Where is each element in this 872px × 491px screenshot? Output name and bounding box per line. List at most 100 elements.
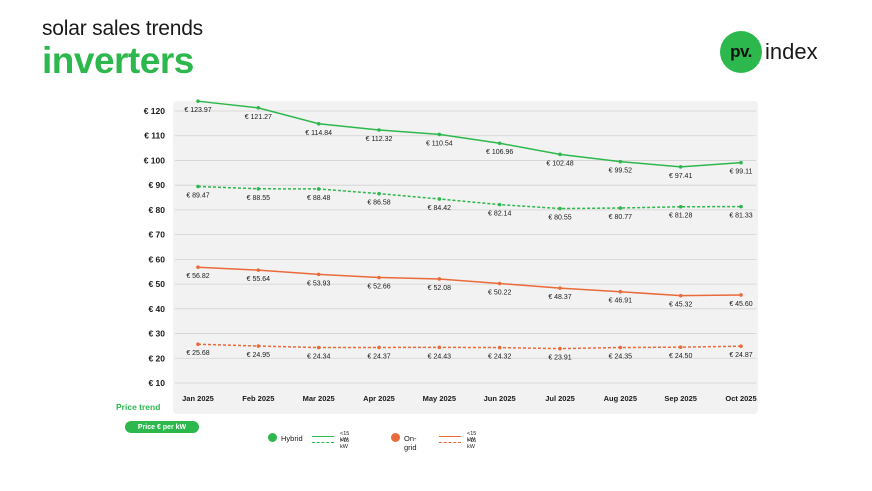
series-0: € 123.97 € 121.27 € 114.84 € 112.32 € 110.54… [184, 99, 753, 180]
data-point [437, 132, 442, 137]
x-tick-label: Sep 2025 [664, 394, 697, 403]
data-point [618, 159, 623, 164]
data-point [196, 99, 200, 103]
data-label: € 106.96 [486, 149, 513, 156]
data-label: € 24.87 [729, 352, 752, 359]
data-label: € 56.82 [186, 273, 209, 280]
data-point [437, 277, 442, 281]
series-3: € 25.68 € 24.95 € 24.34 € 24.37 € 24.43 € 24.… [186, 342, 753, 362]
data-label: € 24.95 [247, 352, 270, 359]
data-label: € 24.35 [609, 354, 632, 361]
data-label: € 89.47 [186, 192, 209, 199]
data-point [437, 345, 442, 350]
data-point [437, 197, 442, 201]
y-tick-label: € 110 [144, 131, 165, 141]
data-point [678, 165, 683, 169]
series-2: € 56.82 € 55.64 € 53.93 € 52.66 € 52.08 € 50.… [186, 265, 753, 309]
x-tick-label: Jul 2025 [545, 394, 575, 403]
data-label: € 81.28 [669, 213, 692, 220]
y-axis-ticks: € 10 € 20 € 30 € 40 € 50 € 60 € 70 € 80 € 90 € 10… [144, 106, 166, 388]
brand-logo: pv. index [720, 31, 818, 73]
series-line [197, 185, 742, 210]
series-line [197, 100, 742, 168]
unit-badge: Price € per kW [125, 421, 199, 433]
y-tick-label: € 70 [148, 230, 165, 240]
y-tick-label: € 10 [148, 378, 165, 388]
x-tick-label: Feb 2025 [242, 394, 274, 403]
data-label: € 46.91 [609, 298, 632, 305]
data-point [558, 152, 562, 157]
y-tick-label: € 50 [148, 279, 165, 289]
data-point [497, 202, 502, 207]
data-point [377, 275, 381, 280]
data-label: € 99.52 [609, 168, 632, 175]
x-tick-label: Aug 2025 [604, 394, 637, 403]
data-point [678, 345, 683, 349]
data-point [678, 204, 683, 209]
y-tick-label: € 100 [144, 155, 166, 165]
data-label: € 123.97 [184, 107, 211, 114]
data-label: € 88.48 [307, 195, 330, 202]
data-point [497, 345, 502, 350]
page-title: inverters [42, 40, 194, 81]
data-point [558, 206, 562, 211]
legend-ongrid-solid-line [439, 436, 461, 437]
legend-ongrid-dashed-line [439, 442, 461, 443]
x-tick-label: Jan 2025 [182, 394, 214, 403]
data-point [316, 121, 321, 126]
series-line [197, 343, 742, 350]
data-label: € 102.48 [546, 160, 573, 167]
data-point [558, 286, 562, 290]
logo-word: index [765, 39, 818, 64]
data-point [497, 141, 502, 146]
data-point [618, 289, 623, 294]
data-label: € 80.55 [548, 215, 571, 222]
data-label: € 84.42 [428, 205, 451, 212]
data-point [497, 281, 502, 286]
data-label: € 112.32 [366, 136, 393, 143]
data-point [618, 206, 623, 210]
y-tick-label: € 120 [144, 106, 166, 116]
data-label: € 24.50 [669, 353, 692, 360]
y-tick-label: € 60 [148, 254, 165, 264]
data-label: € 55.64 [247, 276, 270, 283]
data-label: € 50.22 [488, 290, 511, 297]
data-label: € 80.77 [609, 214, 632, 221]
data-label: € 88.55 [247, 195, 270, 202]
y-tick-label: € 80 [148, 205, 165, 215]
data-label: € 45.32 [669, 302, 692, 309]
data-point [256, 268, 261, 272]
data-point [316, 187, 321, 191]
legend-hybrid-dashed-label: >15 kW [340, 438, 350, 450]
legend-ongrid-dot [391, 433, 400, 442]
data-label: € 110.54 [426, 140, 453, 147]
data-point [196, 265, 200, 270]
data-point [739, 204, 743, 209]
chart-series: € 123.97 € 121.27 € 114.84 € 112.32 € 110.54… [184, 99, 753, 362]
data-label: € 52.66 [367, 284, 390, 291]
data-point [739, 293, 743, 297]
chart-gridlines [175, 110, 756, 384]
data-point [739, 344, 743, 349]
x-tick-label: Jun 2025 [484, 394, 516, 403]
x-tick-label: Mar 2025 [303, 394, 335, 403]
data-label: € 24.34 [307, 354, 330, 361]
x-tick-label: May 2025 [423, 394, 456, 403]
data-label: € 52.08 [428, 285, 451, 292]
data-point [377, 345, 381, 350]
data-point [196, 342, 200, 347]
chart-panel [173, 101, 758, 414]
data-label: € 121.27 [245, 114, 272, 121]
legend-hybrid-solid-line [312, 436, 334, 437]
data-label: € 23.91 [548, 355, 571, 362]
data-point [739, 160, 743, 165]
legend-hybrid-name: Hybrid [281, 434, 303, 443]
data-point [316, 345, 321, 350]
y-tick-label: € 30 [148, 329, 165, 339]
data-label: € 97.41 [669, 173, 692, 180]
legend-hybrid-dot [268, 433, 277, 442]
data-point [256, 106, 261, 110]
data-label: € 86.58 [367, 200, 390, 207]
x-tick-label: Apr 2025 [363, 394, 395, 403]
